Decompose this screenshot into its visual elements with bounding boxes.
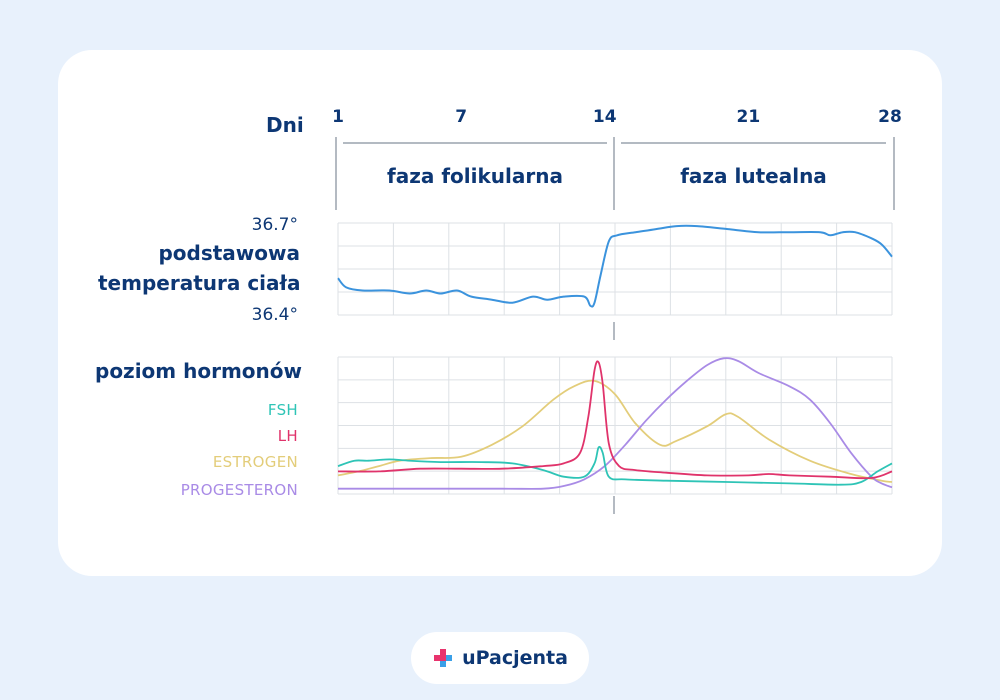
legend-entry-lh: LH	[277, 427, 298, 445]
temperature-title-line2: temperatura ciała	[98, 271, 301, 295]
day-tick-label: 7	[455, 107, 468, 127]
legend-entry-estrogen: ESTROGEN	[212, 453, 298, 471]
phase-label: faza folikularna	[387, 164, 563, 188]
hormones-title: poziom hormonów	[95, 359, 302, 383]
plus-cross-icon	[432, 647, 454, 669]
phase-label: faza lutealna	[680, 164, 827, 188]
temperature-title-line1: podstawowa	[158, 241, 300, 265]
hormone-line-lh	[337, 360, 893, 480]
temperature-line	[337, 224, 893, 308]
brand-name: uPacjenta	[462, 647, 568, 669]
day-tick-label: 21	[736, 107, 761, 127]
hormone-line-estrogen	[337, 379, 893, 483]
day-tick-label: 28	[878, 107, 902, 127]
legend-entry-progesteron: PROGESTERON	[180, 481, 298, 499]
hormone-line-progesteron	[338, 357, 893, 490]
hormone-line-fsh	[337, 445, 893, 486]
temp-max-label: 36.7°	[251, 215, 298, 235]
day-tick-label: 14	[592, 107, 617, 127]
legend-entry-fsh: FSH	[267, 401, 298, 419]
brand-logo-pill: uPacjenta	[411, 632, 589, 684]
day-tick-label: 1	[332, 107, 344, 127]
temp-min-label: 36.4°	[251, 305, 298, 325]
days-axis-title: Dni	[266, 113, 304, 137]
temperature-title: podstawowa temperatura ciała	[98, 238, 300, 298]
